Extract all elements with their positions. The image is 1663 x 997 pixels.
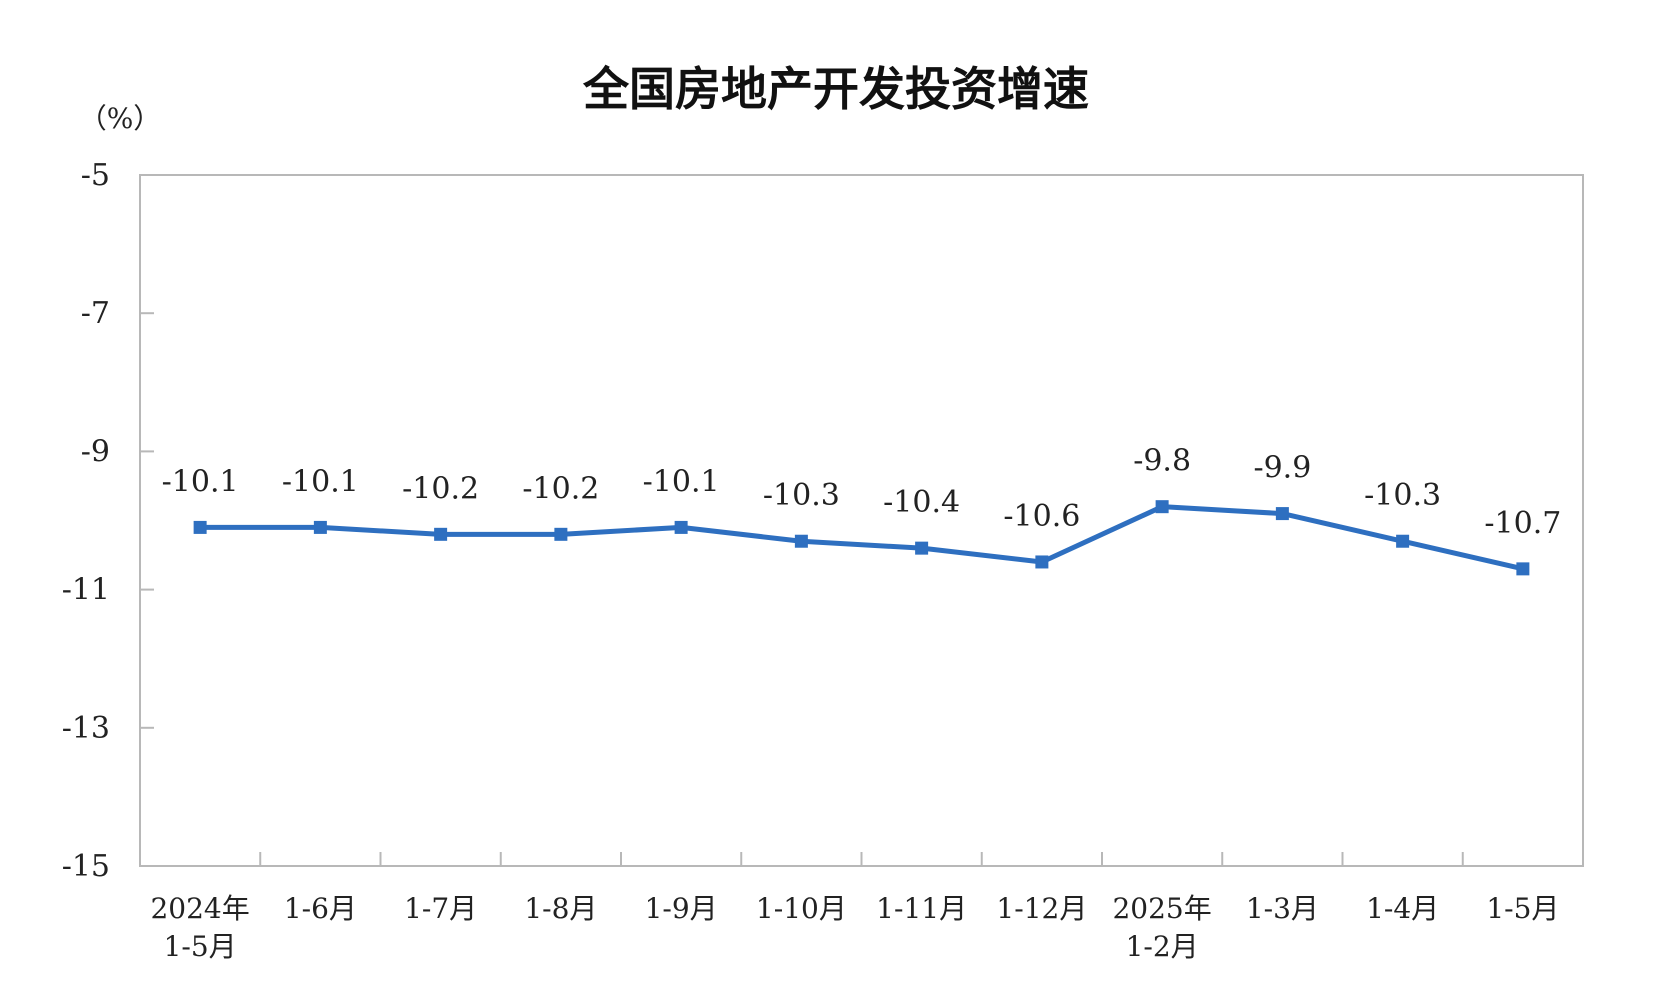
y-tick-label: -5 (81, 158, 110, 193)
data-value-label: -10.1 (162, 464, 239, 499)
x-category-label: 1-3月 (1246, 892, 1319, 925)
chart-title: 全国房地产开发投资增速 (582, 62, 1089, 116)
data-value-label: -10.3 (1364, 478, 1441, 513)
data-point-marker (554, 527, 568, 541)
y-tick-label: -11 (62, 573, 110, 608)
data-point-marker (1396, 534, 1410, 548)
data-point-marker (915, 541, 929, 555)
y-tick-label: -9 (81, 434, 110, 469)
x-category-label: 2024年 (150, 892, 249, 925)
x-category-label: 1-12月 (996, 892, 1087, 925)
x-category-label: 1-8月 (524, 892, 597, 925)
x-category-label: 1-5月 (1486, 892, 1559, 925)
x-category-label: 1-10月 (756, 892, 847, 925)
data-value-label: -10.3 (763, 478, 840, 513)
plot-area-frame (139, 174, 1584, 867)
data-point-marker (1275, 507, 1289, 521)
data-point-marker (1035, 555, 1049, 569)
x-category-label: 1-7月 (404, 892, 477, 925)
data-point-marker (434, 527, 448, 541)
data-value-label: -10.7 (1484, 506, 1561, 541)
x-category-label: 1-2月 (1126, 930, 1199, 963)
data-point-marker (674, 520, 688, 534)
data-value-label: -9.8 (1133, 444, 1191, 479)
data-point-marker (193, 520, 207, 534)
data-value-label: -10.2 (522, 471, 599, 506)
data-value-label: -9.9 (1253, 451, 1311, 486)
data-value-label: -10.4 (883, 485, 960, 520)
data-value-label: -10.1 (643, 464, 720, 499)
data-point-marker (1155, 500, 1169, 514)
y-axis: -5 -7 -9 -11 -13 -15 (62, 158, 154, 884)
y-tick-label: -7 (81, 296, 110, 331)
series-line (200, 504, 1524, 572)
x-category-label: 1-9月 (645, 892, 718, 925)
x-category-label: 1-4月 (1366, 892, 1439, 925)
y-tick-label: -13 (62, 711, 110, 746)
data-value-label: -10.6 (1003, 499, 1080, 534)
x-category-label: 2025年 (1112, 892, 1211, 925)
x-axis: 2024年 1-5月 1-6月 1-7月 1-8月 1-9月 1-10月 1-11月 1-12月… (150, 852, 1559, 963)
data-value-label: -10.1 (282, 464, 359, 499)
x-category-label: 1-11月 (876, 892, 967, 925)
data-point-marker (794, 534, 808, 548)
data-point-marker (313, 520, 327, 534)
x-category-label: 1-6月 (284, 892, 357, 925)
y-axis-unit-label: （%） (79, 102, 162, 135)
x-category-label: 1-5月 (164, 930, 237, 963)
series-layer: -10.1 -10.1 -10.2 -10.2 -10.1 -10.3 -10.4 -10.6… (162, 444, 1561, 576)
data-point-marker (1516, 562, 1530, 576)
y-tick-label: -15 (62, 849, 110, 884)
data-value-label: -10.2 (402, 471, 479, 506)
